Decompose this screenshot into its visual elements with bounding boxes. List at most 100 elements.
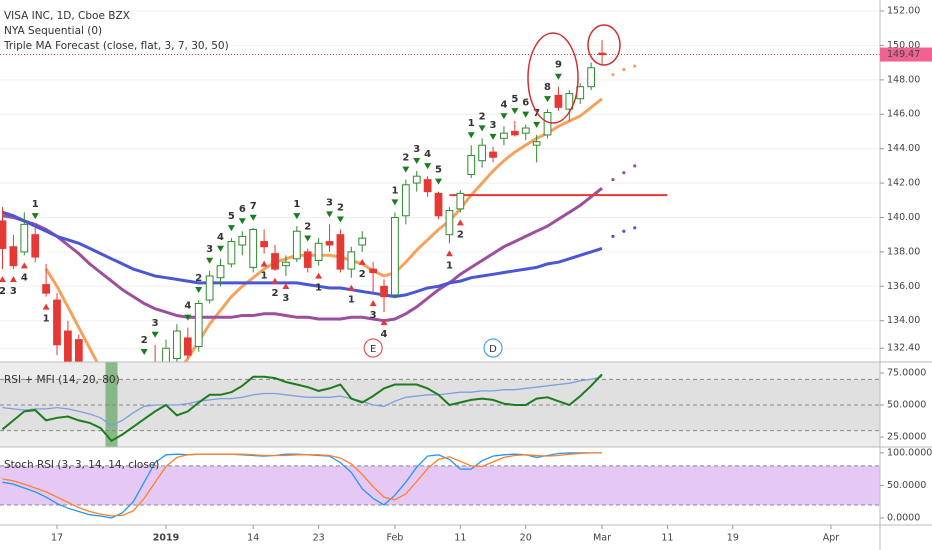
x-tick-label: 17 <box>51 533 63 544</box>
indicator-label: Triple MA Forecast (close, flat, 3, 7, 3… <box>3 40 229 52</box>
candle-body <box>0 220 7 249</box>
count-label: 4 <box>381 329 388 340</box>
candle-body <box>314 242 323 261</box>
count-arrow <box>151 331 159 338</box>
count-arrow <box>249 214 257 221</box>
y-tick-label: 75.0000 <box>887 368 926 379</box>
x-tick-label: 11 <box>661 533 673 544</box>
candle-body <box>521 127 530 134</box>
count-arrow <box>9 276 17 283</box>
last-price-tag <box>880 47 932 62</box>
candle-body <box>31 234 40 258</box>
count-label: 4 <box>21 272 28 283</box>
count-label: 2 <box>479 111 486 122</box>
candle-body <box>303 251 312 268</box>
last-price-label: 149.47 <box>887 49 920 60</box>
y-tick-label: 50.0000 <box>887 400 926 411</box>
x-tick-label: 11 <box>454 533 466 544</box>
candle-body <box>598 52 606 56</box>
x-tick-label: 20 <box>520 533 532 544</box>
indicator-line <box>2 187 603 323</box>
x-tick-label: Mar <box>593 533 611 544</box>
candle-body <box>20 223 29 253</box>
count-arrow <box>380 319 388 326</box>
candle-body <box>336 234 345 270</box>
y-tick-label: 100.0000 <box>887 447 932 458</box>
candle-body <box>183 337 192 356</box>
event-marker <box>483 338 503 358</box>
count-arrow <box>391 199 399 206</box>
count-label: 1 <box>32 199 39 210</box>
indicator-label: RSI + MFI (14, 20, 80) <box>4 374 120 386</box>
candle-body <box>467 155 476 175</box>
candle-body <box>282 261 290 267</box>
x-tick-label: 19 <box>727 533 739 544</box>
candle-body <box>173 330 181 360</box>
candle-body <box>510 130 519 136</box>
forecast-dot <box>611 178 615 182</box>
count-arrow <box>533 121 541 128</box>
count-label: 3 <box>10 286 17 297</box>
count-label: 4 <box>424 149 431 160</box>
count-arrow <box>424 163 432 170</box>
count-label: 6 <box>239 204 246 215</box>
count-label: 8 <box>544 82 551 93</box>
candle-body <box>412 175 421 184</box>
candle-body <box>325 241 334 246</box>
x-tick-label: Apr <box>823 533 840 544</box>
stoch-pane <box>0 452 880 519</box>
candle-body <box>478 144 487 162</box>
candle-body <box>554 94 563 108</box>
count-arrow <box>42 303 50 310</box>
y-tick-label: 132.40 <box>887 343 920 354</box>
y-tick-label: 138.00 <box>887 246 920 257</box>
count-label: 1 <box>348 295 355 306</box>
count-arrow <box>206 257 214 264</box>
candle-body <box>238 235 247 246</box>
candle-body <box>227 241 236 265</box>
count-label: 2 <box>457 229 464 240</box>
indicator-line <box>44 97 603 362</box>
y-tick-label: 150.00 <box>887 40 920 51</box>
count-arrow <box>456 219 464 226</box>
pane-bg <box>0 362 880 447</box>
count-arrow <box>445 250 453 257</box>
event-marker <box>363 338 383 358</box>
count-label: 1 <box>315 283 322 294</box>
count-arrow <box>511 108 519 115</box>
count-label: 6 <box>522 98 529 109</box>
candle-body <box>532 141 541 146</box>
candle-body <box>260 241 268 248</box>
forecast-dot <box>633 164 637 168</box>
y-tick-label: 152.00 <box>887 6 920 17</box>
x-tick-label: 2019 <box>153 533 179 544</box>
candle-body <box>64 330 72 362</box>
highlight <box>105 362 118 447</box>
count-arrow <box>315 272 323 279</box>
count-arrow <box>238 218 246 225</box>
count-label: 5 <box>228 211 235 222</box>
y-tick-label: 0.0000 <box>887 512 920 523</box>
candle-body <box>489 151 497 158</box>
count-label: 1 <box>43 314 50 325</box>
forecast-dot <box>633 64 637 68</box>
count-arrow <box>282 282 290 289</box>
count-label: 4 <box>184 301 191 312</box>
count-arrow <box>20 262 28 269</box>
count-arrow <box>260 260 268 267</box>
count-label: 2 <box>402 153 409 164</box>
count-label: 3 <box>370 310 377 321</box>
count-label: 1 <box>293 199 300 210</box>
candle-body <box>205 275 214 301</box>
count-label: 7 <box>250 201 257 212</box>
candle-body <box>347 251 356 270</box>
candle-body <box>445 210 454 236</box>
y-tick-label: 134.00 <box>887 315 920 326</box>
candle-body <box>500 132 508 139</box>
candle-body <box>292 230 301 260</box>
candle-body <box>456 192 465 210</box>
count-label: 3 <box>326 197 333 208</box>
count-arrow <box>544 96 552 103</box>
count-label: 5 <box>435 165 442 176</box>
